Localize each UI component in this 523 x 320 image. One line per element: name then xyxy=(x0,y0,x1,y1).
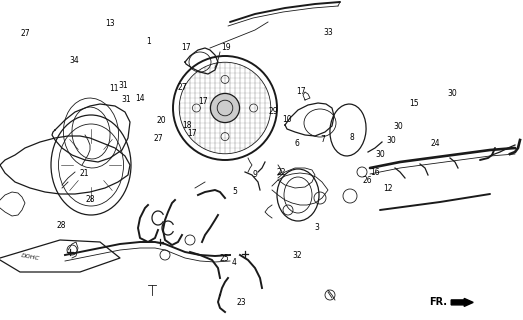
Text: 1: 1 xyxy=(146,37,152,46)
Text: FR.: FR. xyxy=(429,297,447,308)
Circle shape xyxy=(210,93,240,123)
Text: 17: 17 xyxy=(188,129,197,138)
Text: 31: 31 xyxy=(118,81,128,90)
Text: 20: 20 xyxy=(156,116,166,125)
Text: 17: 17 xyxy=(296,87,305,96)
Text: 27: 27 xyxy=(153,134,163,143)
Text: 26: 26 xyxy=(362,176,372,185)
Text: 23: 23 xyxy=(237,298,246,307)
Text: 8: 8 xyxy=(349,133,354,142)
Text: 30: 30 xyxy=(394,122,403,131)
Text: 17: 17 xyxy=(198,97,208,106)
Text: 31: 31 xyxy=(122,95,131,104)
Text: 9: 9 xyxy=(253,170,258,179)
Text: 5: 5 xyxy=(232,188,237,196)
Text: DOHC: DOHC xyxy=(20,253,40,261)
Text: 11: 11 xyxy=(109,84,119,93)
Text: 29: 29 xyxy=(268,107,278,116)
Text: 12: 12 xyxy=(383,184,393,193)
Text: 30: 30 xyxy=(386,136,396,145)
Text: 30: 30 xyxy=(448,89,457,98)
Text: 3: 3 xyxy=(314,223,319,232)
Text: 16: 16 xyxy=(371,168,380,177)
Text: 10: 10 xyxy=(282,116,291,124)
Text: 21: 21 xyxy=(80,169,89,178)
Text: 32: 32 xyxy=(292,252,302,260)
Text: 6: 6 xyxy=(294,140,300,148)
Text: 19: 19 xyxy=(221,43,231,52)
Text: 33: 33 xyxy=(324,28,333,37)
Text: 28: 28 xyxy=(57,221,66,230)
Text: 25: 25 xyxy=(219,254,229,263)
Text: 24: 24 xyxy=(430,139,440,148)
Text: 4: 4 xyxy=(232,258,237,267)
FancyArrow shape xyxy=(451,298,473,306)
Text: 30: 30 xyxy=(376,150,385,159)
Text: 7: 7 xyxy=(321,135,326,144)
Text: 28: 28 xyxy=(85,196,95,204)
Text: 15: 15 xyxy=(410,100,419,108)
Text: 27: 27 xyxy=(20,29,30,38)
Text: 17: 17 xyxy=(181,43,190,52)
Text: 18: 18 xyxy=(183,121,192,130)
Text: 13: 13 xyxy=(105,20,115,28)
Text: 22: 22 xyxy=(277,168,286,177)
Text: 14: 14 xyxy=(135,94,145,103)
Text: 34: 34 xyxy=(70,56,79,65)
Text: 27: 27 xyxy=(177,84,187,92)
